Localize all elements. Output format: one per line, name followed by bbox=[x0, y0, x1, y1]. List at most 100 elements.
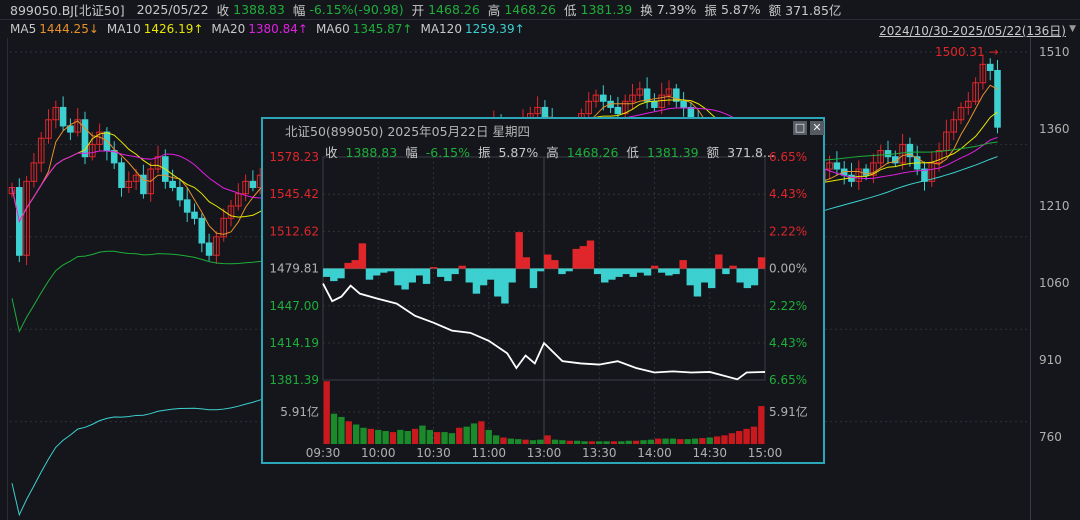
percent-label: 4.43% bbox=[769, 336, 807, 350]
flow-bar bbox=[444, 268, 452, 282]
candle bbox=[30, 162, 38, 182]
flow-bar bbox=[593, 268, 602, 275]
candle bbox=[636, 88, 644, 96]
volume-bar bbox=[655, 438, 662, 444]
intraday-chart: 1578.23 6.65% 1545.42 4.43% 1512.62 2.22% 1479… bbox=[269, 150, 808, 460]
flow-bar bbox=[529, 268, 538, 289]
info-value: 1381.39 bbox=[646, 145, 699, 160]
candle bbox=[169, 180, 176, 189]
flow-bar bbox=[715, 254, 723, 269]
dropdown-arrow-icon[interactable]: ▼ bbox=[1069, 24, 1076, 34]
percent-label: 2.22% bbox=[769, 224, 807, 238]
volume-bar bbox=[522, 439, 529, 444]
volume-bar bbox=[338, 416, 345, 444]
ma-legend: MA5 1444.25↓ MA10 1426.19↑ MA20 1380.84↑ MA60 1… bbox=[0, 20, 1080, 38]
volume-bar bbox=[573, 440, 581, 444]
flow-bar bbox=[636, 268, 645, 273]
candle bbox=[45, 119, 52, 139]
candle bbox=[220, 217, 227, 238]
candle bbox=[23, 180, 30, 256]
candle bbox=[227, 205, 235, 219]
candle bbox=[67, 125, 74, 133]
left-sidebar-strip[interactable] bbox=[0, 38, 8, 520]
time-tick: 14:30 bbox=[692, 446, 727, 460]
volume-bar bbox=[375, 429, 382, 444]
candle bbox=[665, 88, 673, 96]
price-label: 1479.81 bbox=[269, 262, 319, 276]
volume-bar bbox=[507, 438, 515, 444]
volume-bar bbox=[677, 439, 684, 444]
price-label: 1578.23 bbox=[269, 150, 319, 164]
close-icon[interactable]: ✕ bbox=[810, 121, 824, 135]
ma-label: MA20 bbox=[211, 22, 246, 36]
popup-title: 北证50(899050) 2025年05月22日 星期四 bbox=[285, 124, 530, 139]
price-label: 1447.00 bbox=[269, 299, 319, 313]
candle bbox=[52, 106, 60, 121]
date-range-selector[interactable]: 2024/10/30-2025/05/22(136日) bbox=[879, 24, 1066, 38]
volume-bar bbox=[706, 437, 713, 444]
ma-label: MA5 bbox=[10, 22, 37, 36]
flow-bar bbox=[458, 265, 466, 269]
flow-bar bbox=[515, 232, 523, 269]
candle bbox=[213, 236, 220, 256]
candle bbox=[154, 156, 162, 170]
ma-label: MA60 bbox=[315, 22, 350, 36]
volume-bar bbox=[691, 438, 699, 444]
candle bbox=[607, 100, 614, 108]
flow-bar bbox=[579, 246, 588, 269]
time-tick: 13:30 bbox=[582, 446, 617, 460]
candle bbox=[935, 150, 943, 164]
price-label: 1414.19 bbox=[269, 336, 319, 350]
volume-bar bbox=[610, 441, 618, 444]
candle bbox=[994, 69, 1001, 128]
flow-bar bbox=[572, 248, 580, 269]
volume-bar bbox=[684, 439, 691, 444]
volume-bar bbox=[713, 436, 721, 444]
flow-bar bbox=[451, 268, 459, 275]
time-tick: 11:00 bbox=[471, 446, 506, 460]
amplitude-label: 振 bbox=[704, 3, 717, 18]
percent-label: 2.22% bbox=[769, 299, 807, 313]
candle bbox=[534, 106, 541, 115]
candle bbox=[600, 94, 607, 102]
flow-bar bbox=[643, 268, 652, 276]
turnover-value: 7.39% bbox=[656, 2, 697, 17]
flow-bar bbox=[486, 268, 495, 280]
intraday-popup[interactable]: 1578.23 6.65% 1545.42 4.43% 1512.62 2.22% 1479… bbox=[261, 117, 825, 464]
flow-bar bbox=[700, 268, 709, 283]
percent-label: 6.65% bbox=[769, 150, 807, 164]
info-label: 额 bbox=[706, 145, 720, 160]
candle bbox=[826, 162, 833, 170]
volume-bar bbox=[596, 441, 603, 444]
symbol: 899050.BJ[北证50] bbox=[10, 3, 125, 18]
info-label: 收 bbox=[325, 145, 338, 160]
flow-bar bbox=[750, 268, 759, 286]
volume-bar bbox=[632, 440, 640, 444]
time-tick: 10:30 bbox=[416, 446, 451, 460]
flow-bar bbox=[358, 243, 367, 269]
volume-bar bbox=[352, 424, 360, 444]
volume-bar bbox=[485, 429, 492, 444]
time-tick: 13:00 bbox=[527, 446, 562, 460]
volume-bar bbox=[360, 427, 367, 444]
flow-bar bbox=[608, 268, 616, 280]
volume-bar bbox=[537, 439, 544, 444]
flow-bar bbox=[558, 268, 566, 275]
volume-label: 5.91亿 bbox=[769, 404, 808, 419]
amplitude-value: 5.87% bbox=[720, 2, 761, 17]
candle bbox=[89, 143, 96, 158]
flow-bar bbox=[344, 262, 352, 269]
info-label: 低 bbox=[626, 145, 639, 160]
price-tick: 760 bbox=[1039, 430, 1062, 444]
volume-bar bbox=[529, 440, 537, 444]
ma-value: 1426.19↑ bbox=[143, 22, 204, 36]
price-axis: 1510 1360 1210 1060 910 760 bbox=[1030, 38, 1080, 520]
volume-bar bbox=[581, 441, 588, 444]
candle bbox=[125, 180, 133, 189]
flow-bar bbox=[686, 268, 695, 286]
close-label: 收 bbox=[216, 3, 230, 18]
volume-bar bbox=[426, 429, 433, 444]
price-tick: 1210 bbox=[1039, 199, 1070, 213]
maximize-icon[interactable]: □ bbox=[793, 121, 807, 135]
flow-bar bbox=[536, 268, 545, 272]
